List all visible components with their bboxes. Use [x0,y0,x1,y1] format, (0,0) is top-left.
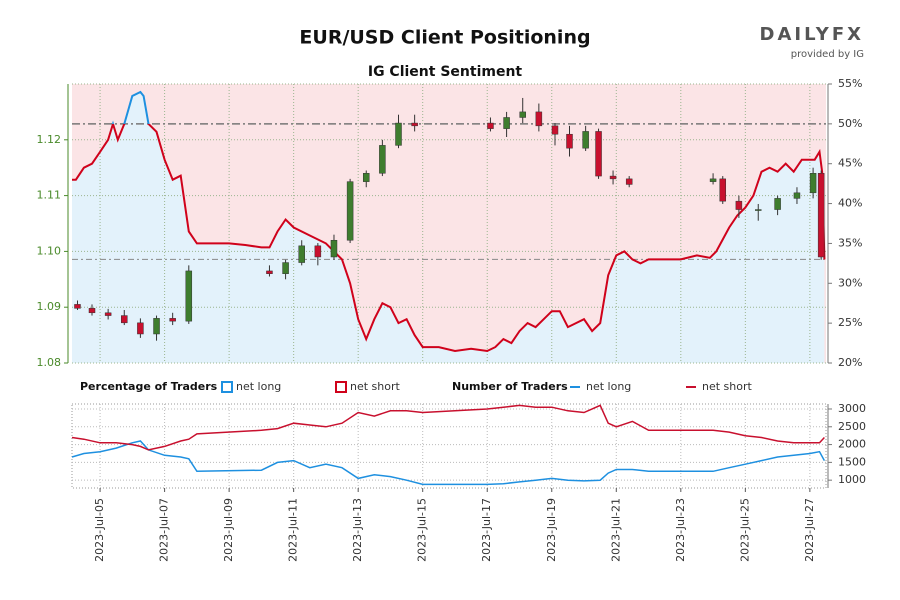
traders-panel: 2023-Jul-05 2023-Jul-07 2023-Jul-09 2023-Ju… [71,402,866,562]
legend: Percentage of Traders net long net short Nu… [80,380,753,393]
candle-body [817,173,825,258]
traders-line [71,440,826,486]
x-tick-label: 2023-Jul-07 [158,498,171,562]
legend-label: net short [350,380,401,393]
candle-body [314,245,322,258]
plot-frame [71,403,827,489]
candle-body [330,239,338,258]
candle-body [282,262,289,274]
candle-body [625,178,633,185]
x-tick-label: 2023-Jul-05 [93,498,106,562]
candle-body [503,117,510,129]
candle-body [551,125,559,135]
candle-body [185,270,193,322]
candle-body [266,270,273,274]
y2-tick-label: 35% [838,236,862,249]
x-tick-label: 2023-Jul-11 [287,498,300,562]
candle-body [609,175,617,180]
x-tick-label: 2023-Jul-15 [416,498,429,562]
candle-body [362,173,370,182]
y-tick-label: 2000 [838,438,866,451]
chart-subtitle: IG Client Sentiment [368,64,523,80]
candle-body [411,122,418,127]
candle-body [346,181,354,241]
logo-brand: DAILYFX [760,24,864,45]
candle-body [137,322,144,335]
y2-tick-label: 45% [838,157,862,170]
y-tick-label: 1.08 [37,356,62,369]
net-long-line-short-side [72,123,826,353]
y-tick-label: 1.09 [37,300,62,313]
legend-title: Percentage of Traders [80,380,218,393]
y2-tick-label: 30% [838,276,862,289]
price-panel: 1.08 1.09 1.10 1.11 1.12 20% 25% 30% 35% 40% 45% 50… [37,77,863,369]
x-tick-label: 2023-Jul-21 [609,498,622,562]
net-long-area [72,92,825,363]
y2-tick-label: 40% [838,197,862,210]
legend-swatch [221,381,233,393]
y2-tick-label: 55% [838,77,862,90]
traders-line [71,404,825,451]
candle-body [104,312,112,316]
candle-body [582,131,589,149]
candle-body [595,131,602,177]
legend-label: net long [586,380,631,393]
candle-body [535,111,543,127]
chart-title: EUR/USD Client Positioning [299,27,590,49]
x-tick-label: 2023-Jul-13 [351,498,364,562]
x-tick-label: 2023-Jul-23 [674,498,687,562]
y2-tick-label: 50% [838,117,862,130]
candle-body [793,192,801,199]
x-tick-label: 2023-Jul-27 [803,498,816,562]
y-tick-label: 1.10 [37,244,62,257]
legend-label: net long [236,380,281,393]
y-tick-label: 1.12 [37,133,62,146]
y-tick-label: 2500 [838,420,866,433]
legend-swatch [335,381,347,393]
candle-body [74,304,81,309]
x-tick-label: 2023-Jul-25 [738,498,751,562]
candle-body [88,308,96,314]
candle-body [169,318,176,322]
candle-body [809,173,817,194]
candle-body [519,111,526,118]
logo-provided: provided by IG [791,49,864,60]
y2-tick-label: 20% [838,356,862,369]
candle-body [735,200,743,210]
x-tick-label: 2023-Jul-19 [545,498,558,562]
y-tick-label: 3000 [838,402,866,415]
y-tick-label: 1500 [838,455,866,468]
candle-body [754,209,762,211]
candle-body [719,178,727,202]
y-tick-label: 1000 [838,473,866,486]
candle-body [395,122,402,146]
x-tick-label: 2023-Jul-09 [222,498,235,562]
candle-body [298,245,305,263]
x-tick-label: 2023-Jul-17 [480,498,493,562]
legend-title: Number of Traders [452,380,568,393]
candle-body [709,178,717,182]
candle-body [153,318,160,335]
y2-tick-label: 25% [838,316,862,329]
candle-body [566,133,573,149]
legend-label: net short [702,380,753,393]
y-tick-label: 1.11 [37,189,62,202]
candle-body [121,315,128,324]
candle-body [487,122,494,129]
candle-body [379,145,386,174]
candle-body [774,198,781,210]
